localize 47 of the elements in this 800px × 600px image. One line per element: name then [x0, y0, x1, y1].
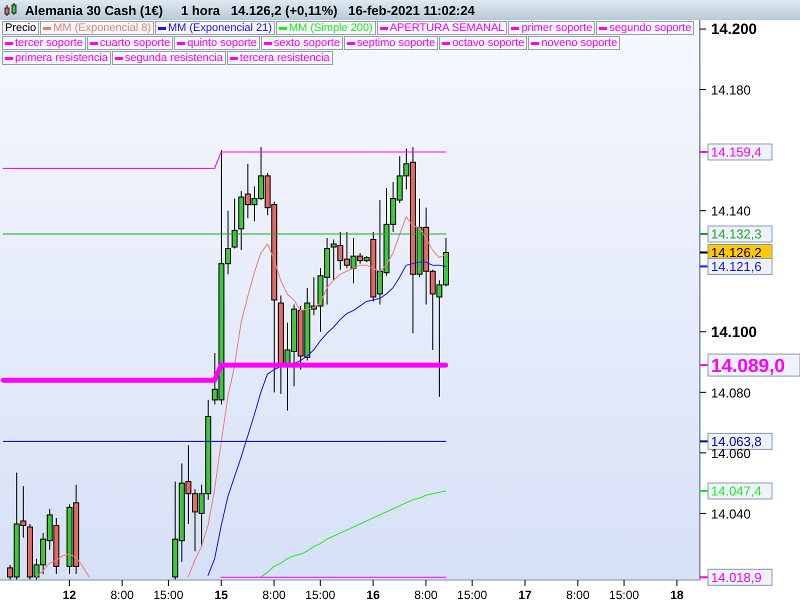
y-tick-label: 14.018,9	[711, 570, 762, 585]
legend-label: MM (Exponencial 21)	[168, 22, 272, 34]
legend-label: noveno soporte	[541, 37, 618, 49]
legend-label: segunda resistencia	[124, 52, 223, 64]
candlestick	[232, 198, 238, 250]
legend-label: MM (Simple 200)	[288, 22, 373, 34]
x-tick-label: 15:00	[305, 588, 336, 600]
x-tick-label: 12	[62, 588, 76, 600]
x-tick-label: 15:00	[153, 588, 184, 600]
y-tick-label: 14.040	[711, 506, 751, 522]
legend-label: segundo soporte	[609, 22, 692, 34]
y-tick-label: 14.047,4	[711, 484, 762, 499]
legend-label: MM (Exponencial 8)	[53, 22, 152, 34]
chart-subtitle: 1 hora 14.126,2 (+0,11%) 16-feb-2021 11:02:24	[181, 2, 475, 18]
y-tick-label: 14.140	[711, 204, 751, 219]
y-tick-label: 14.089,0	[711, 356, 785, 378]
chart-title: Alemania 30 Cash (1€)	[25, 2, 164, 18]
text: Precio	[5, 22, 36, 34]
x-tick-label: 8:00	[110, 588, 134, 600]
legend-label: tercera resistencia	[240, 52, 330, 64]
y-tick-label: 14.159,4	[711, 144, 762, 160]
x-tick-label: 15	[214, 588, 228, 600]
legend-label: quinto soporte	[187, 37, 257, 49]
x-tick-label: 17	[518, 588, 532, 600]
legend-label: cuarto soporte	[100, 37, 170, 49]
x-tick-label: 16	[366, 588, 380, 600]
line-series	[260, 490, 446, 578]
legend-label: tercer soporte	[15, 37, 83, 49]
y-tick-label: 14.121,6	[711, 258, 762, 274]
legend-label: sexto soporte	[274, 37, 340, 49]
y-tick-label: 14.132,3	[711, 226, 762, 242]
y-tick-label: 14.100	[711, 324, 757, 341]
legend-label: primer soporte	[521, 22, 592, 34]
y-tick-label: 14.200	[711, 21, 757, 38]
x-tick-label: 15:00	[609, 588, 640, 600]
x-tick-label: 8:00	[566, 588, 590, 600]
x-tick-label: 15:00	[457, 588, 488, 600]
y-tick-label: 14.126,2	[711, 244, 762, 260]
y-tick-label: 14.080	[711, 385, 751, 400]
y-tick-label: 14.180	[711, 82, 751, 98]
x-tick-label: 18	[670, 588, 684, 600]
legend-label: octavo soporte	[452, 37, 524, 49]
legend-label: primera resistencia	[15, 52, 108, 64]
x-tick-label: 8:00	[262, 588, 286, 600]
legend-label: septimo soporte	[356, 37, 436, 49]
x-tick-label: 8:00	[414, 588, 438, 600]
legend-label: APERTURA SEMANAL	[390, 22, 504, 34]
